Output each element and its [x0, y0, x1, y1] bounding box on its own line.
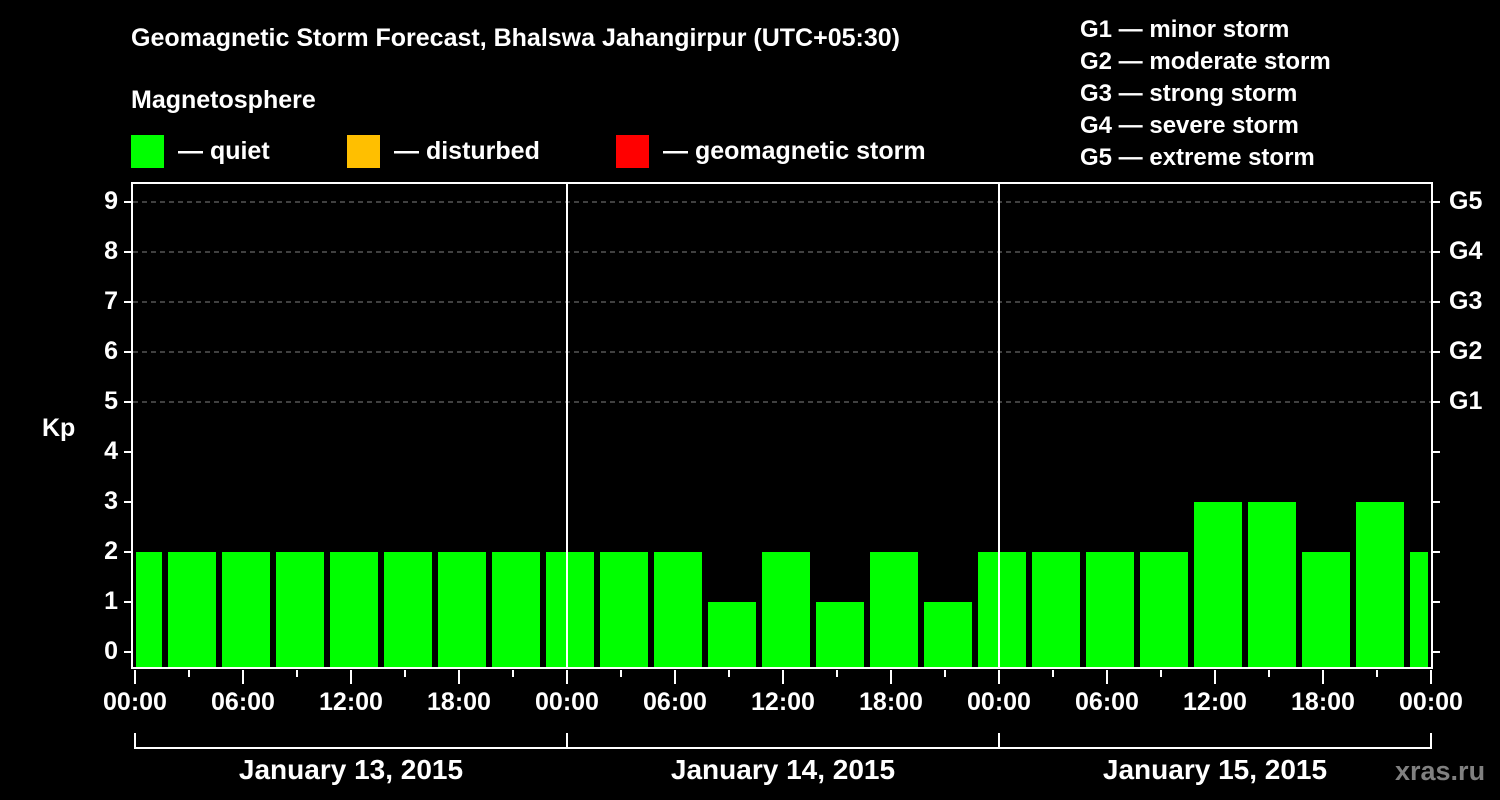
y-axis-label: Kp — [42, 414, 76, 442]
kp-bar — [708, 602, 756, 667]
g-scale-tick-label: G2 — [1449, 337, 1483, 365]
kp-bar — [168, 552, 216, 667]
kp-bar — [1302, 552, 1350, 667]
x-tick-label: 00:00 — [967, 688, 1031, 716]
date-label: January 13, 2015 — [238, 754, 464, 785]
x-tick-label: 12:00 — [319, 688, 383, 716]
x-tick-label: 18:00 — [427, 688, 491, 716]
kp-bar — [762, 552, 810, 667]
legend-quiet: — quiet — [131, 134, 270, 168]
x-tick-label: 18:00 — [1291, 688, 1355, 716]
kp-bars — [136, 502, 1428, 667]
x-tick-label: 12:00 — [1183, 688, 1247, 716]
date-label: January 15, 2015 — [1102, 754, 1328, 785]
x-tick-label: 00:00 — [535, 688, 599, 716]
kp-bar — [1410, 552, 1428, 667]
kp-bar — [1086, 552, 1134, 667]
kp-bar — [384, 552, 432, 667]
disturbed-swatch — [347, 134, 380, 168]
scale-g2: G2 — moderate storm — [1080, 48, 1331, 75]
x-tick-label: 00:00 — [1399, 688, 1463, 716]
g-scale-tick-label: G1 — [1449, 387, 1483, 415]
kp-bar — [870, 552, 918, 667]
kp-bar — [1140, 552, 1188, 667]
legend-disturbed: — disturbed — [347, 134, 540, 168]
kp-bar — [816, 602, 864, 667]
scale-g1: G1 — minor storm — [1080, 16, 1290, 43]
legend-disturbed-label: — disturbed — [394, 136, 540, 165]
kp-bar — [1032, 552, 1080, 667]
legend-storm: — geomagnetic storm — [616, 134, 926, 168]
storm-scale-legend: G1 — minor storm G2 — moderate storm G3 … — [1080, 14, 1331, 174]
legend-heading: Magnetosphere — [131, 86, 316, 114]
y-tick-label: 9 — [104, 187, 118, 215]
y-tick-label: 7 — [104, 287, 118, 315]
y-tick-label: 1 — [104, 587, 118, 615]
kp-bar — [600, 552, 648, 667]
kp-bar — [492, 552, 540, 667]
y-tick-label: 3 — [104, 487, 118, 515]
y-tick-label: 0 — [104, 637, 118, 665]
y-tick-label: 5 — [104, 387, 118, 415]
x-tick-label: 12:00 — [751, 688, 815, 716]
kp-bar — [924, 602, 972, 667]
x-tick-label: 06:00 — [211, 688, 275, 716]
x-tick-label: 06:00 — [1075, 688, 1139, 716]
kp-bar — [546, 552, 594, 667]
kp-bar — [276, 552, 324, 667]
y-tick-label: 4 — [104, 437, 118, 465]
kp-bar — [978, 552, 1026, 667]
x-tick-label: 18:00 — [859, 688, 923, 716]
kp-bar — [654, 552, 702, 667]
kp-bar — [438, 552, 486, 667]
chart-title: Geomagnetic Storm Forecast, Bhalswa Jaha… — [131, 24, 900, 52]
g-scale-tick-label: G4 — [1449, 237, 1483, 265]
storm-swatch — [616, 134, 649, 168]
watermark: xras.ru — [1395, 756, 1486, 786]
g-scale-tick-label: G5 — [1449, 187, 1483, 215]
legend-storm-label: — geomagnetic storm — [663, 136, 926, 165]
y-tick-label: 6 — [104, 337, 118, 365]
scale-g4: G4 — severe storm — [1080, 112, 1299, 139]
x-tick-label: 00:00 — [103, 688, 167, 716]
kp-bar — [1248, 502, 1296, 667]
scale-g3: G3 — strong storm — [1080, 80, 1298, 107]
y-tick-label: 8 — [104, 237, 118, 265]
quiet-swatch — [131, 134, 164, 168]
date-label: January 14, 2015 — [670, 754, 896, 785]
kp-bar — [330, 552, 378, 667]
legend-quiet-label: — quiet — [178, 136, 270, 165]
kp-bar — [1356, 502, 1404, 667]
y-tick-label: 2 — [104, 537, 118, 565]
kp-bar — [222, 552, 270, 667]
x-tick-label: 06:00 — [643, 688, 707, 716]
g-scale-tick-label: G3 — [1449, 287, 1483, 315]
kp-bar — [136, 552, 162, 667]
kp-bar — [1194, 502, 1242, 667]
scale-g5: G5 — extreme storm — [1080, 144, 1315, 171]
